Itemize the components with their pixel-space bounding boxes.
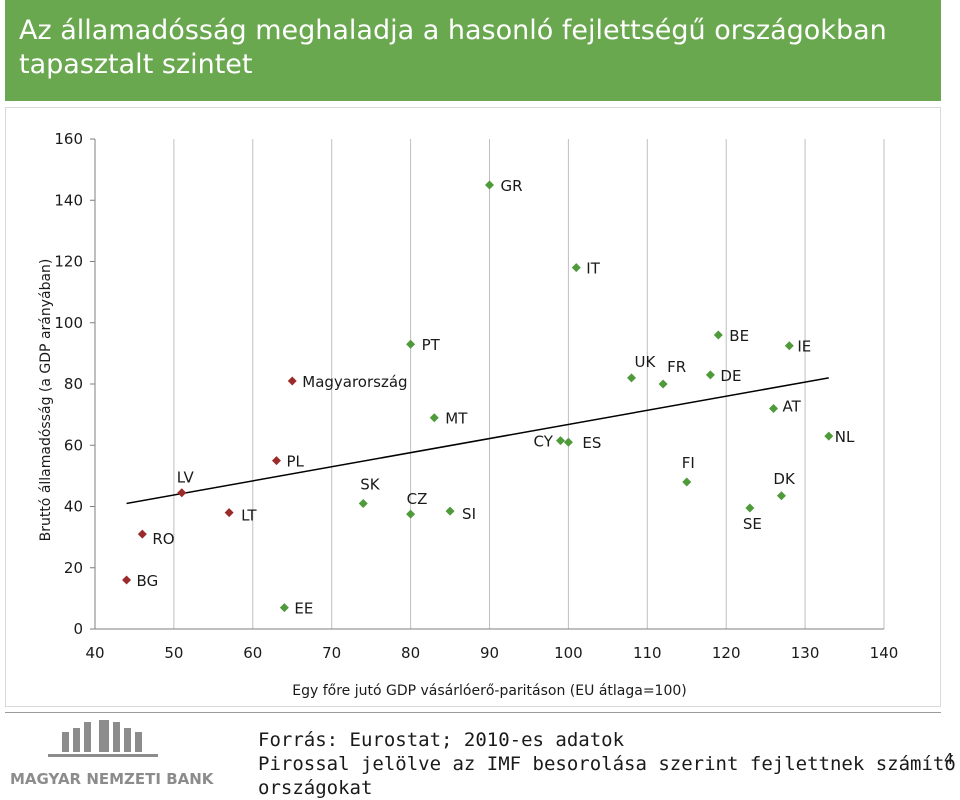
x-tick-label: 80: [401, 644, 420, 662]
y-tick-label: 20: [64, 559, 83, 577]
data-label: CY: [534, 433, 554, 451]
data-point: [571, 263, 581, 273]
chart-frame: 40 50 60 70 80 90 100 110 120 130 140 0 20 40 60 80 100 1…: [5, 107, 941, 707]
data-label: Magyarország: [302, 373, 407, 391]
x-tick-label: 40: [85, 644, 104, 662]
scatter-chart: 40 50 60 70 80 90 100 110 120 130 140 0 20 40 60 80 100 1…: [38, 130, 899, 699]
data-label: LV: [177, 469, 195, 487]
data-label: RO: [152, 530, 174, 548]
x-tick-label: 140: [870, 644, 899, 662]
data-point: [122, 575, 132, 585]
source-line2: Pirossal jelölve az IMF besorolása szeri…: [258, 753, 956, 799]
data-point: [658, 379, 668, 389]
data-point: [745, 503, 755, 513]
data-label: SK: [360, 475, 381, 493]
data-point: [769, 404, 779, 413]
y-tick-label: 60: [64, 436, 83, 454]
data-point: [705, 370, 715, 380]
data-point: [824, 431, 834, 441]
x-tick-label: 50: [164, 644, 183, 662]
data-point: [406, 509, 416, 519]
mnb-logo: MAGYAR NEMZETI BANK: [8, 718, 238, 790]
data-point: [177, 488, 187, 498]
data-label: ES: [582, 434, 601, 452]
data-point: [627, 373, 637, 383]
x-tick-label: 70: [322, 644, 341, 662]
data-label: NL: [835, 428, 855, 446]
data-point: [776, 491, 786, 501]
data-label: MT: [445, 410, 468, 428]
data-point: [784, 341, 794, 351]
data-label: BG: [137, 572, 159, 590]
x-tick-label: 120: [712, 644, 741, 662]
data-label: PL: [286, 453, 304, 471]
footer-divider: [5, 712, 941, 713]
data-point: [485, 180, 494, 190]
data-label: EE: [294, 600, 313, 618]
data-label: SI: [462, 505, 476, 523]
data-label: UK: [635, 353, 657, 371]
data-point: [429, 413, 439, 423]
data-label: PT: [422, 336, 441, 354]
data-label: IE: [797, 338, 811, 356]
source-note: Forrás: Eurostat; 2010-es adatok Pirossa…: [258, 728, 960, 800]
data-label: FI: [682, 454, 695, 472]
y-tick-label: 80: [64, 375, 83, 393]
data-point: [358, 498, 368, 508]
y-tick-label: 100: [54, 314, 83, 332]
title-bar: Az államadósság meghaladja a hasonló fej…: [5, 0, 941, 101]
data-label: BE: [729, 327, 749, 345]
y-tick-label: 0: [73, 620, 83, 638]
data-label: AT: [783, 398, 802, 416]
data-point: [279, 603, 289, 613]
data-label: IT: [586, 260, 600, 278]
data-point: [445, 506, 455, 516]
data-label: LT: [241, 507, 257, 525]
data-point: [682, 477, 692, 487]
x-axis-title: Egy főre jutó GDP vásárlóerő-paritáson (…: [292, 683, 686, 699]
data-point: [556, 436, 566, 446]
y-tick-label: 140: [54, 191, 83, 209]
x-tick-label: 90: [480, 644, 499, 662]
x-tick-label: 110: [633, 644, 662, 662]
trend-line: [126, 377, 829, 505]
y-tick-label: 120: [54, 253, 83, 271]
mnb-logo-graphic: MAGYAR NEMZETI BANK: [10, 720, 215, 788]
slide-title-line2: tapasztalt szintet: [19, 49, 253, 80]
data-point: [406, 339, 416, 349]
x-tick-label: 100: [554, 644, 583, 662]
x-tick-label: 130: [791, 644, 820, 662]
data-point: [563, 437, 573, 447]
y-tick-label: 40: [64, 498, 83, 516]
y-tick-label: 160: [54, 130, 83, 148]
data-label: DE: [720, 367, 741, 385]
data-label: FR: [667, 358, 686, 376]
data-point: [137, 529, 147, 539]
data-point: [713, 330, 723, 340]
data-label: GR: [501, 177, 523, 195]
data-label: SE: [743, 515, 762, 533]
slide-title-line1: Az államadósság meghaladja a hasonló fej…: [19, 15, 887, 46]
data-point: [224, 508, 234, 518]
data-point: [287, 376, 297, 386]
data-label: CZ: [407, 490, 428, 508]
page-number: 4: [944, 750, 954, 768]
data-point: [271, 456, 281, 466]
source-line1: Forrás: Eurostat; 2010-es adatok: [258, 729, 625, 751]
data-label: DK: [773, 470, 796, 488]
logo-text: MAGYAR NEMZETI BANK: [10, 770, 215, 788]
x-tick-label: 60: [243, 644, 262, 662]
y-axis-title: Bruttó államadósság (a GDP arányában): [38, 259, 54, 542]
